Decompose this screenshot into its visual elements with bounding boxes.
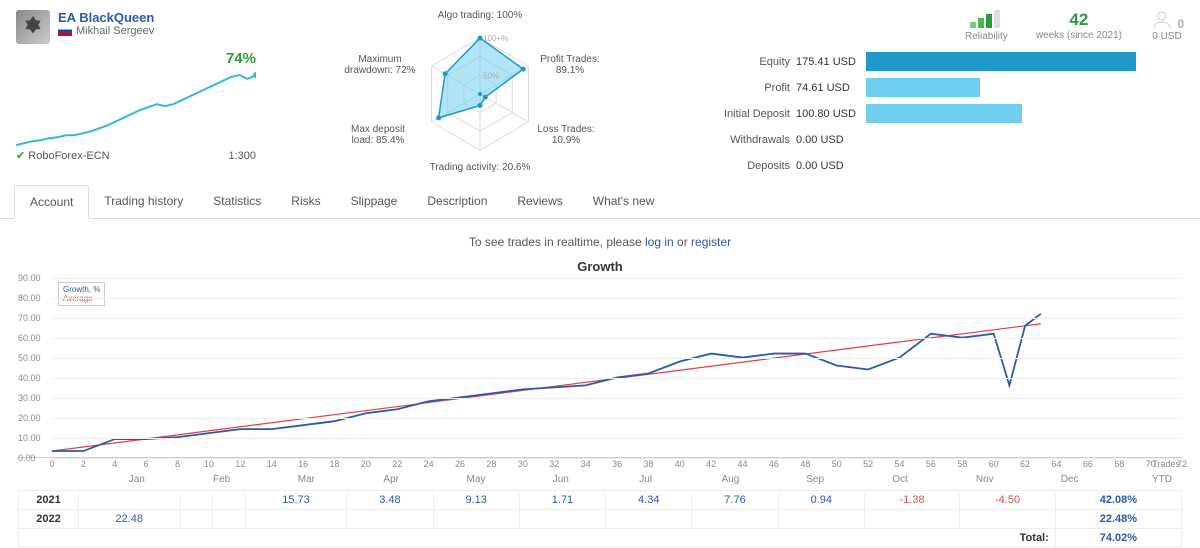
register-link[interactable]: register	[691, 235, 731, 249]
bar-track	[866, 78, 1166, 97]
login-link[interactable]: log in	[645, 235, 674, 249]
stat-reliability: Reliability	[965, 10, 1008, 42]
signal-title[interactable]: EA BlackQueen	[58, 10, 154, 25]
bar-label: Withdrawals	[704, 134, 796, 146]
bar-label: Profit	[704, 82, 796, 94]
bar-value: 100.80 USD	[796, 108, 866, 120]
bars-icon	[970, 10, 1002, 28]
tab-reviews[interactable]: Reviews	[502, 185, 577, 218]
bar-track	[866, 130, 1166, 149]
broker-name: ✔ RoboForex-ECN	[16, 149, 110, 162]
flag-icon	[58, 26, 72, 36]
growth-pct: 74%	[16, 50, 256, 67]
growth-chart: Growth, % Average 0.0010.0020.0030.0040.…	[18, 278, 1182, 458]
tab-trading history[interactable]: Trading history	[89, 185, 198, 218]
bar-value: 175.41 USD	[796, 56, 866, 68]
bar-track	[866, 104, 1166, 123]
growth-chart-title: Growth	[18, 259, 1182, 274]
growth-x-axis: Trades0246810121416182022242628303234363…	[52, 458, 1182, 472]
tab-slippage[interactable]: Slippage	[336, 185, 413, 218]
svg-text:100+%: 100+%	[483, 34, 508, 43]
users-icon	[1150, 10, 1174, 28]
tab-risks[interactable]: Risks	[276, 185, 335, 218]
bar-value: 0.00 USD	[796, 160, 866, 172]
equity-bars: Equity 175.41 USD Profit 74.61 USD Initi…	[704, 52, 1184, 175]
bar-label: Initial Deposit	[704, 108, 796, 120]
tab-description[interactable]: Description	[412, 185, 502, 218]
check-icon: ✔	[16, 150, 25, 162]
months-axis: JanFebMarAprMayJunJulAugSepOctNovDecYTD	[52, 472, 1182, 488]
stat-subscribers: 0 0 USD	[1150, 10, 1184, 42]
tab-bar: AccountTrading historyStatisticsRisksSli…	[0, 185, 1200, 219]
radar-chart: 50%100+% Algo trading: 100%Profit Trades…	[330, 10, 630, 170]
stat-weeks: 42 weeks (since 2021)	[1036, 10, 1122, 42]
bar-value: 0.00 USD	[796, 134, 866, 146]
bar-track	[866, 156, 1166, 175]
sparkline-chart	[16, 67, 256, 147]
leverage: 1:300	[228, 150, 256, 162]
bar-track	[866, 52, 1166, 71]
bar-value: 74.61 USD	[796, 82, 866, 94]
tab-statistics[interactable]: Statistics	[198, 185, 276, 218]
svg-text:50%: 50%	[483, 71, 499, 80]
tab-account[interactable]: Account	[14, 185, 89, 219]
signal-avatar	[16, 10, 50, 44]
bar-label: Deposits	[704, 160, 796, 172]
realtime-notice: To see trades in realtime, please log in…	[0, 219, 1200, 259]
bar-label: Equity	[704, 56, 796, 68]
tab-what's new[interactable]: What's new	[578, 185, 670, 218]
monthly-table: 202115.733.489.131.714.347.760.94-1.38-4…	[18, 490, 1182, 548]
signal-author[interactable]: Mikhail Sergeev	[58, 25, 154, 37]
